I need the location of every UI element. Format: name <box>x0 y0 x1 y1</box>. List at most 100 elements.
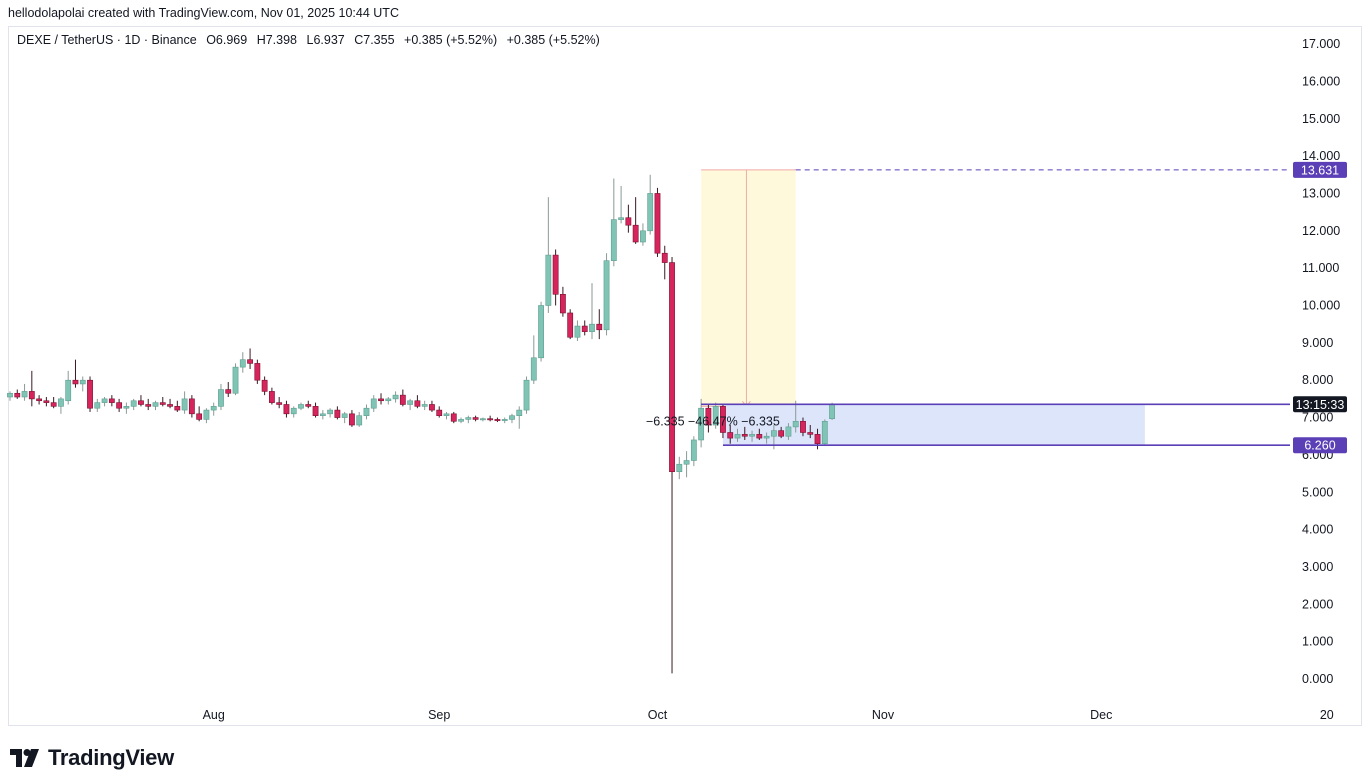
candle[interactable] <box>414 395 421 409</box>
candle[interactable] <box>610 178 617 267</box>
candle[interactable] <box>523 376 530 414</box>
candle[interactable] <box>785 423 792 440</box>
candle[interactable] <box>327 408 333 418</box>
candle[interactable] <box>472 415 479 422</box>
candle[interactable] <box>247 348 253 369</box>
candle[interactable] <box>720 404 726 439</box>
candle[interactable] <box>276 397 283 409</box>
candle[interactable] <box>218 383 224 411</box>
candle[interactable] <box>661 245 668 280</box>
candle[interactable] <box>494 417 501 423</box>
candle[interactable] <box>501 417 508 424</box>
measure-highlight-area[interactable] <box>701 169 796 407</box>
candle[interactable] <box>669 256 675 674</box>
candle[interactable] <box>647 174 654 235</box>
candle[interactable] <box>698 398 705 448</box>
candle[interactable] <box>618 185 624 224</box>
candle[interactable] <box>763 432 770 444</box>
candle[interactable] <box>159 397 166 407</box>
candle[interactable] <box>152 400 159 411</box>
candle[interactable] <box>530 335 537 384</box>
candle[interactable] <box>356 411 363 427</box>
candle[interactable] <box>283 400 290 418</box>
candle[interactable] <box>581 320 588 336</box>
candle[interactable] <box>603 253 610 336</box>
candle[interactable] <box>181 391 188 414</box>
candle[interactable] <box>727 425 734 444</box>
candle[interactable] <box>756 428 763 440</box>
candle[interactable] <box>640 223 646 246</box>
candle[interactable] <box>516 406 523 429</box>
candle[interactable] <box>632 197 639 244</box>
candle[interactable] <box>690 436 697 467</box>
support-zone[interactable] <box>722 404 1145 446</box>
candle[interactable] <box>545 197 552 313</box>
candle[interactable] <box>138 395 144 407</box>
candle[interactable] <box>72 359 79 388</box>
candle[interactable] <box>298 402 304 411</box>
candle[interactable] <box>676 456 683 480</box>
candle[interactable] <box>363 404 370 420</box>
candle[interactable] <box>509 413 515 424</box>
candle[interactable] <box>167 398 173 409</box>
candle[interactable] <box>378 393 384 405</box>
candle[interactable] <box>821 419 828 446</box>
candle[interactable] <box>130 398 137 411</box>
candle[interactable] <box>625 204 632 233</box>
candle[interactable] <box>7 391 13 401</box>
candle[interactable] <box>734 428 741 442</box>
candle[interactable] <box>407 398 414 411</box>
tradingview-logo[interactable]: TradingView <box>10 745 174 771</box>
candle[interactable] <box>559 286 566 317</box>
candle[interactable] <box>145 398 152 411</box>
candle[interactable] <box>108 395 115 407</box>
candle[interactable] <box>392 391 399 403</box>
candle[interactable] <box>254 359 261 384</box>
candle[interactable] <box>450 411 457 424</box>
candle[interactable] <box>479 417 486 422</box>
candle[interactable] <box>188 395 195 418</box>
candle[interactable] <box>94 398 101 412</box>
candle[interactable] <box>778 426 785 439</box>
candle[interactable] <box>458 417 464 424</box>
candle[interactable] <box>123 402 130 414</box>
candle[interactable] <box>705 404 712 433</box>
candle[interactable] <box>21 383 28 401</box>
candle[interactable] <box>50 397 57 409</box>
candle[interactable] <box>654 187 661 257</box>
candle[interactable] <box>399 389 406 407</box>
candle[interactable] <box>232 363 239 396</box>
candle[interactable] <box>741 426 748 440</box>
candle[interactable] <box>829 402 835 420</box>
candle[interactable] <box>239 352 246 373</box>
candle[interactable] <box>312 402 319 418</box>
candle[interactable] <box>305 400 312 409</box>
candle[interactable] <box>552 249 559 306</box>
candle[interactable] <box>465 415 472 424</box>
candle[interactable] <box>79 376 86 392</box>
candle[interactable] <box>683 451 690 478</box>
candle[interactable] <box>174 400 181 412</box>
candle[interactable] <box>28 370 35 407</box>
candle[interactable] <box>341 411 348 424</box>
candle[interactable] <box>792 400 799 433</box>
candle[interactable] <box>101 397 108 407</box>
candle[interactable] <box>261 376 268 396</box>
candle[interactable] <box>290 406 297 418</box>
candle[interactable] <box>749 430 755 442</box>
candle[interactable] <box>65 370 72 405</box>
candle[interactable] <box>225 382 232 398</box>
candle[interactable] <box>349 410 355 427</box>
candle[interactable] <box>596 309 603 340</box>
candle[interactable] <box>807 425 814 439</box>
candle[interactable] <box>574 320 581 341</box>
price-label[interactable]: 13.631 <box>1293 161 1347 178</box>
candle[interactable] <box>87 376 93 412</box>
candle[interactable] <box>334 406 341 420</box>
candle[interactable] <box>268 387 275 405</box>
candle[interactable] <box>538 301 544 362</box>
price-label[interactable]: 6.260 <box>1293 437 1347 454</box>
candle[interactable] <box>429 400 435 412</box>
candle[interactable] <box>319 410 326 420</box>
